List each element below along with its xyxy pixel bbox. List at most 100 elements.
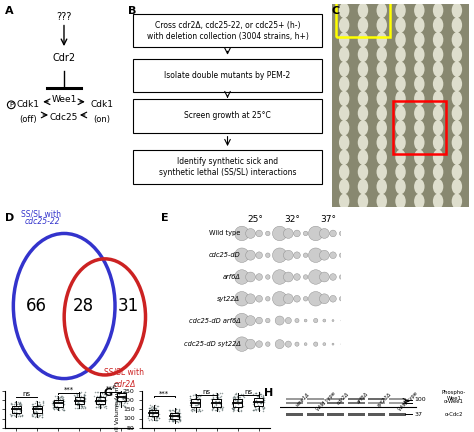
Point [176, 406, 183, 413]
Point [177, 418, 184, 425]
Point [77, 401, 84, 408]
Point [30, 405, 38, 412]
Text: ns: ns [244, 388, 252, 394]
Bar [348, 413, 365, 416]
Point [232, 390, 240, 397]
Point [12, 405, 19, 412]
Point [148, 412, 155, 419]
Circle shape [319, 294, 329, 304]
Point [32, 403, 39, 410]
Point [33, 403, 40, 410]
Point [77, 389, 85, 396]
Circle shape [246, 294, 255, 304]
Circle shape [285, 318, 292, 324]
Point [231, 394, 239, 401]
Circle shape [376, 135, 387, 150]
Point [234, 396, 242, 403]
Point [74, 404, 82, 411]
Point [81, 391, 89, 398]
Circle shape [332, 320, 334, 321]
Bar [74, 397, 84, 404]
Bar [368, 398, 385, 400]
Circle shape [414, 149, 425, 165]
Point [169, 414, 176, 421]
Point [35, 402, 42, 409]
Bar [117, 394, 126, 401]
Point [32, 403, 40, 410]
Circle shape [395, 91, 406, 106]
Point [112, 388, 120, 395]
Point [113, 403, 121, 410]
Point [49, 404, 57, 411]
Text: 31: 31 [118, 297, 139, 315]
Text: ???: ??? [56, 13, 72, 22]
Circle shape [414, 17, 425, 33]
Point [54, 406, 61, 413]
Point [167, 412, 175, 419]
Circle shape [339, 194, 349, 209]
Point [94, 398, 102, 405]
Point [115, 389, 122, 396]
Point [96, 393, 104, 400]
Point [9, 410, 17, 417]
Circle shape [395, 61, 406, 77]
Point [78, 402, 85, 409]
Point [193, 394, 201, 401]
Point [12, 410, 20, 416]
Circle shape [414, 164, 425, 180]
Point [121, 392, 129, 399]
Point [74, 402, 82, 409]
Circle shape [452, 32, 462, 48]
Point [76, 396, 83, 403]
Point [254, 392, 261, 399]
Circle shape [265, 231, 270, 236]
Bar [392, 102, 446, 154]
Bar [389, 402, 406, 404]
Circle shape [283, 294, 293, 304]
Circle shape [414, 76, 425, 92]
Point [230, 399, 238, 406]
Point [261, 394, 268, 401]
Text: Wild type: Wild type [315, 391, 337, 413]
Point [54, 398, 62, 405]
Point [120, 388, 128, 395]
Point [176, 417, 184, 424]
Point [55, 395, 62, 402]
Circle shape [376, 194, 387, 209]
Point [257, 399, 264, 406]
Point [196, 395, 204, 402]
Point [51, 393, 59, 400]
Text: 28: 28 [73, 297, 93, 315]
Point [260, 396, 267, 403]
Point [94, 403, 101, 410]
Circle shape [358, 47, 368, 62]
Point [212, 400, 219, 407]
Point [147, 403, 155, 410]
Text: Phospho-
Wee1: Phospho- Wee1 [442, 390, 466, 400]
Circle shape [395, 76, 406, 92]
Point [49, 401, 57, 408]
Point [211, 406, 219, 413]
Point [60, 400, 68, 407]
Point [192, 407, 200, 414]
Point [39, 398, 46, 405]
Circle shape [433, 47, 443, 62]
Point [55, 394, 63, 401]
Point [187, 396, 195, 403]
Point [194, 401, 201, 408]
Text: Cdk1: Cdk1 [91, 100, 113, 109]
Point [97, 397, 105, 404]
Circle shape [256, 273, 263, 280]
Circle shape [433, 135, 443, 150]
Point [209, 398, 217, 405]
Point [237, 403, 245, 410]
Point [18, 401, 25, 408]
Text: Wild type: Wild type [209, 230, 240, 236]
Point [194, 407, 201, 414]
Circle shape [376, 47, 387, 62]
FancyBboxPatch shape [133, 59, 322, 92]
Point [214, 403, 222, 410]
Point [9, 400, 16, 407]
Point [212, 407, 219, 413]
Point [18, 412, 26, 419]
